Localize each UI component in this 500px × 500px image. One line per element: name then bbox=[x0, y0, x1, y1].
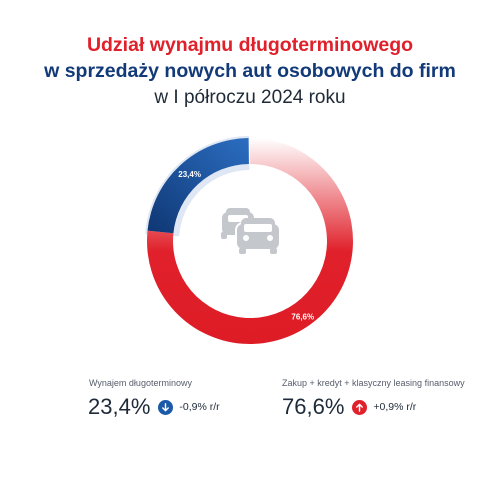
donut-slice-rental bbox=[147, 138, 249, 234]
stat-value-purchase: 76,6% bbox=[282, 394, 345, 419]
chart-title-line-1: Udział wynajmu długoterminowego bbox=[86, 34, 414, 56]
stat-label-rental: Wynajem długoterminowy bbox=[89, 378, 192, 388]
stat-rental: 23,4% -0,9% r/r bbox=[88, 394, 220, 420]
arrow-up-icon bbox=[352, 399, 368, 415]
chart-subtitle: w I półroczu 2024 roku bbox=[154, 87, 346, 108]
cars-icon bbox=[221, 208, 281, 254]
stat-purchase: 76,6% +0,9% r/r bbox=[282, 394, 416, 420]
stat-change-rental: -0,9% r/r bbox=[179, 401, 220, 413]
stat-change-purchase: +0,9% r/r bbox=[373, 401, 417, 413]
data-label-purchase: 76,6% bbox=[291, 312, 314, 321]
data-label-rental: 23,4% bbox=[178, 170, 201, 179]
chart-title-line-2: w sprzedaży nowych aut osobowych do firm bbox=[44, 60, 456, 82]
stat-label-purchase: Zakup + kredyt + klasyczny leasing finan… bbox=[282, 378, 465, 388]
stat-value-rental: 23,4% bbox=[88, 394, 151, 419]
arrow-down-icon bbox=[158, 399, 174, 415]
